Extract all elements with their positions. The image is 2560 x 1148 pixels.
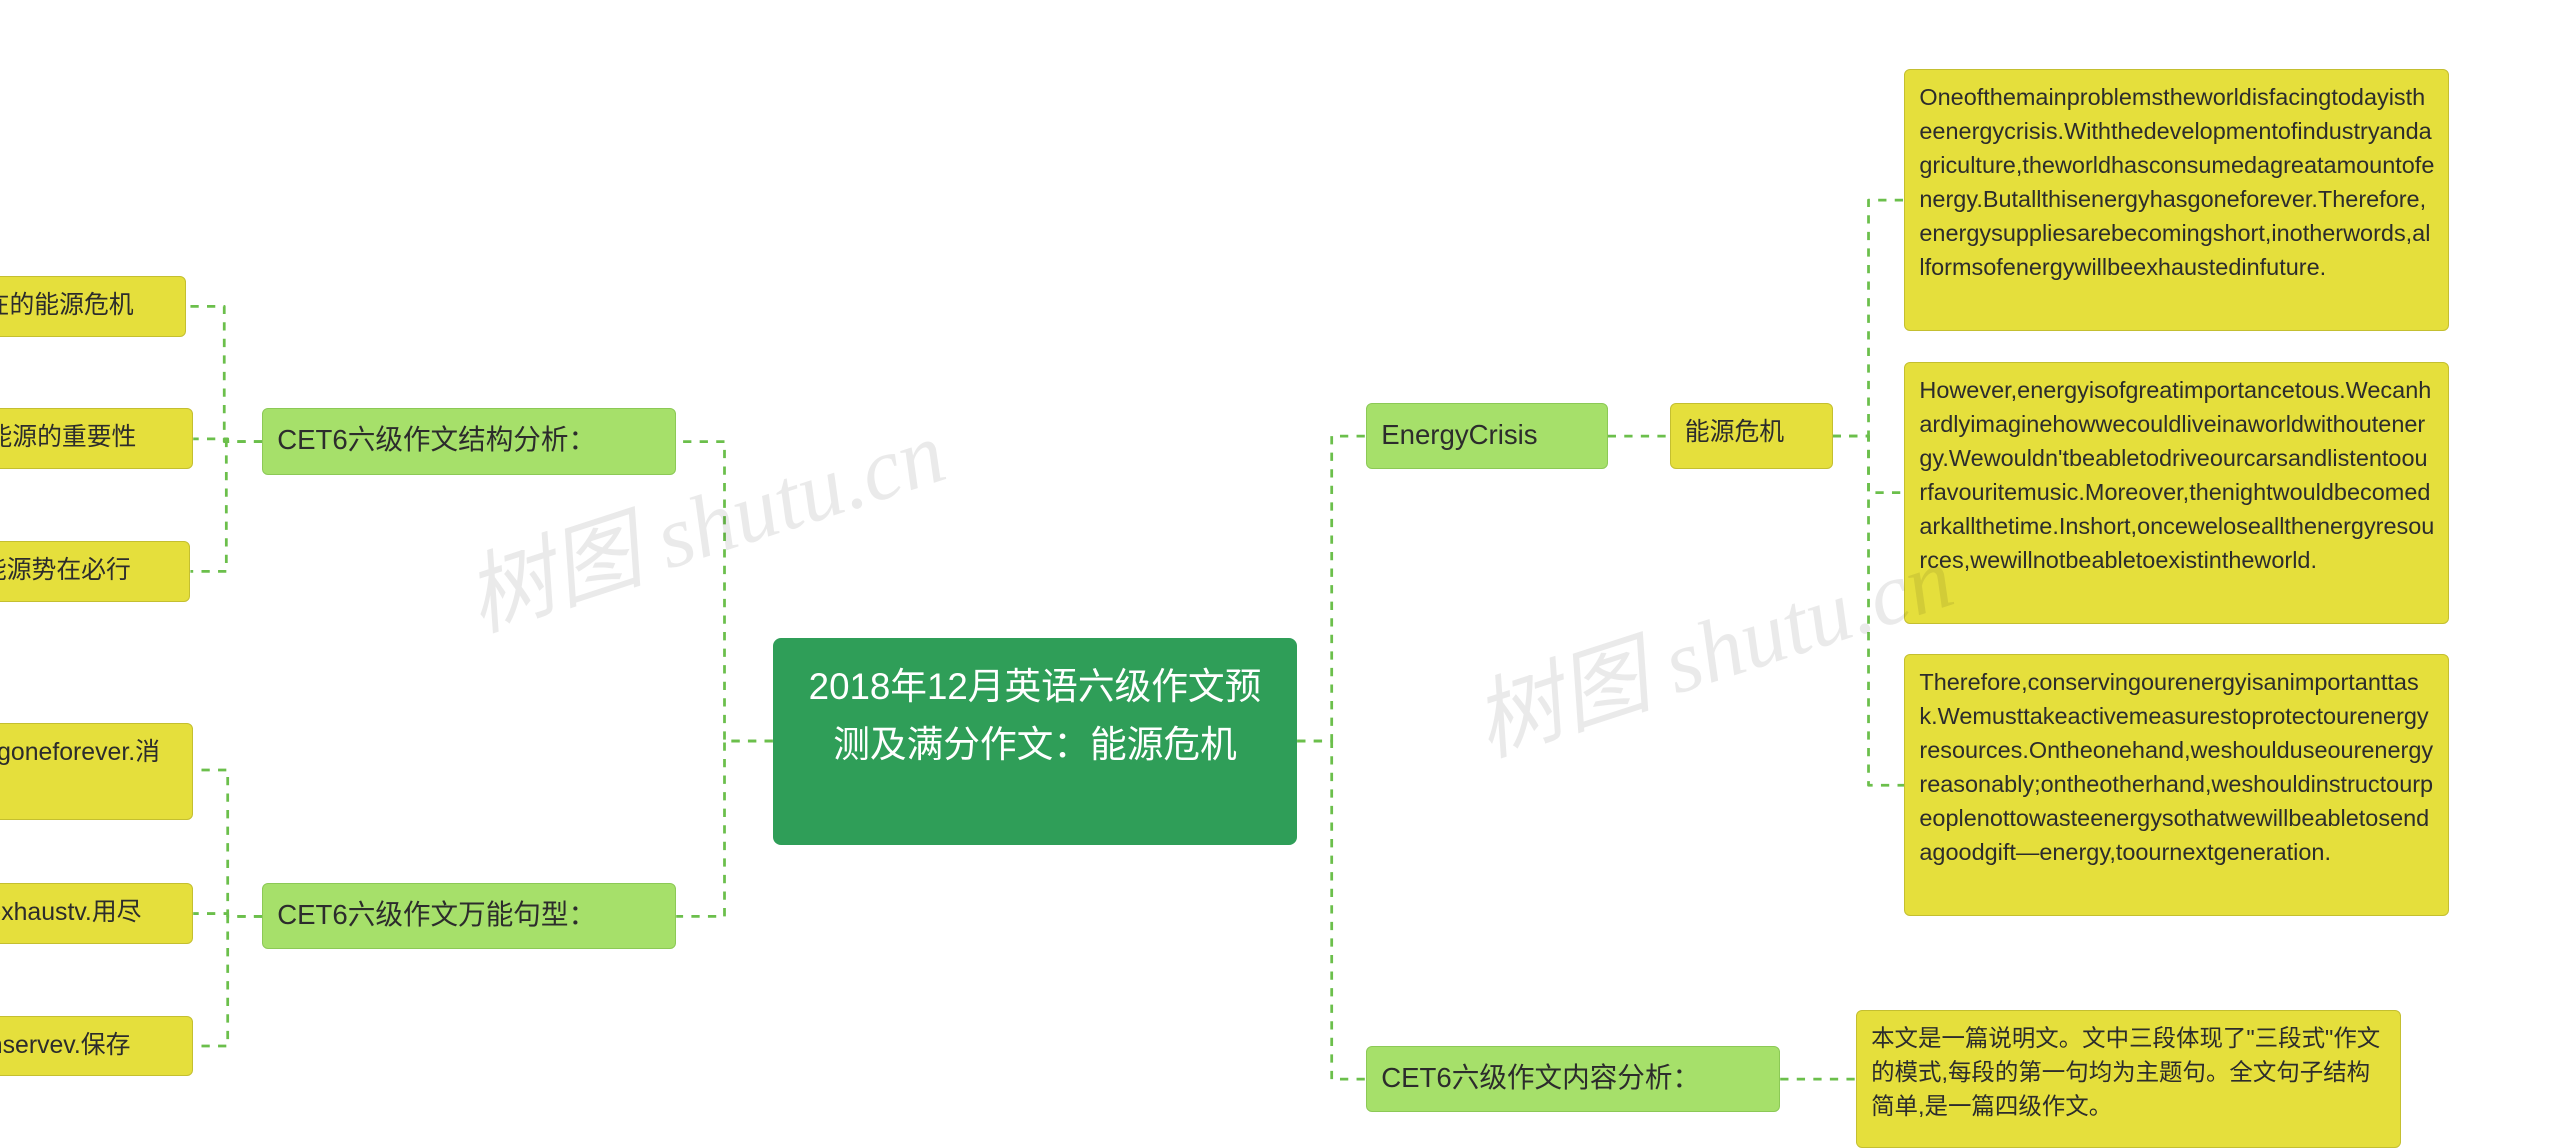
paragraph-text: Oneofthemainproblemstheworldisfacingtoda… — [1919, 84, 2434, 280]
paragraph-text: However,energyisofgreatimportancetous.We… — [1919, 377, 2434, 573]
branch-energy-crisis: EnergyCrisis — [1366, 403, 1608, 469]
paragraph-text: 本文是一篇说明文。文中三段体现了"三段式"作文的模式,每段的第一句均为主题句。全… — [1871, 1025, 2380, 1119]
leaf-conserve-necessary: 节约能源势在必行 — [0, 541, 190, 602]
leaf-importance: 能源的重要性 — [0, 408, 193, 469]
leaf-text: 潜在的能源危机 — [0, 292, 134, 319]
root-node: 2018年12月英语六级作文预测及满分作文：能源危机 — [773, 638, 1297, 845]
leaf-potential-crisis: 潜在的能源危机 — [0, 276, 186, 337]
watermark: 树图 shutu.cn — [1455, 506, 1966, 780]
branch-sentence-patterns: CET6六级作文万能句型： — [262, 883, 676, 949]
branch-content-analysis: CET6六级作文内容分析： — [1366, 1046, 1780, 1112]
root-text: 2018年12月英语六级作文预测及满分作文：能源危机 — [809, 666, 1262, 766]
leaf-text: 能源的重要性 — [0, 424, 136, 451]
leaf-exhaust: exhaustv.用尽 — [0, 883, 193, 944]
branch-structure-analysis: CET6六级作文结构分析： — [262, 408, 676, 474]
paragraph-text: Therefore,conservingourenergyisanimporta… — [1919, 669, 2433, 865]
leaf-conserve: conservev.保存 — [0, 1016, 193, 1077]
branch-sentence-label: CET6六级作文万能句型： — [277, 899, 596, 930]
leaf-energy-crisis-zh: 能源危机 — [1670, 403, 1833, 469]
branch-energy-label: EnergyCrisis — [1381, 419, 1537, 450]
leaf-text: 节约能源势在必行 — [0, 557, 131, 584]
paragraph-problem: Oneofthemainproblemstheworldisfacingtoda… — [1904, 69, 2449, 331]
paragraph-conserve: Therefore,conservingourenergyisanimporta… — [1904, 654, 2449, 916]
paragraph-content-analysis: 本文是一篇说明文。文中三段体现了"三段式"作文的模式,每段的第一句均为主题句。全… — [1856, 1010, 2401, 1148]
leaf-text: exhaustv.用尽 — [0, 899, 142, 926]
leaf-gone-forever: Butallthisenergyhasgoneforever.消耗的能量不会返回 — [0, 723, 193, 820]
leaf-text: conservev.保存 — [0, 1032, 130, 1059]
leaf-text: Butallthisenergyhasgoneforever.消耗的能量不会返回 — [0, 739, 160, 803]
branch-content-label: CET6六级作文内容分析： — [1381, 1062, 1700, 1093]
paragraph-importance: However,energyisofgreatimportancetous.We… — [1904, 362, 2449, 624]
branch-structure-label: CET6六级作文结构分析： — [277, 424, 596, 455]
leaf-text: 能源危机 — [1685, 419, 1784, 446]
